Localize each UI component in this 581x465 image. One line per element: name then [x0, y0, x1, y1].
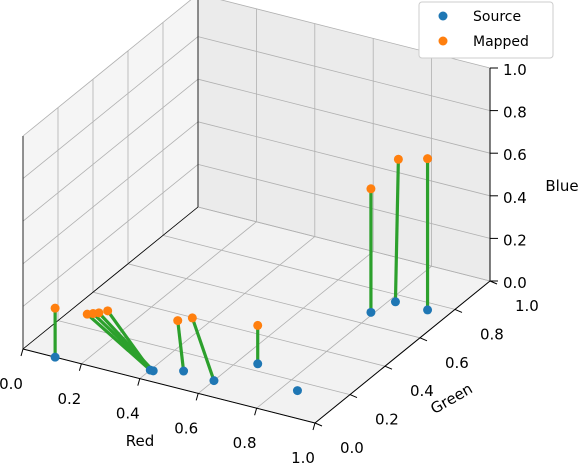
axis-lines — [22, 0, 491, 424]
z-tick-label: 0.6 — [503, 146, 527, 164]
legend-marker-mapped — [438, 36, 448, 46]
source-point — [366, 307, 376, 317]
y-tick-mark — [419, 337, 428, 342]
mapped-point — [393, 154, 403, 164]
grid-line-left-z — [22, 36, 199, 179]
grid-line-back-z — [197, 121, 491, 197]
grid-line-floor-x — [81, 221, 257, 365]
z-tick-label: 0.4 — [503, 189, 527, 207]
legend: Source Mapped — [418, 1, 554, 59]
grid-line-back-z — [197, 78, 491, 154]
mapped-point — [103, 306, 113, 316]
grid-line-floor-y — [127, 263, 421, 339]
grid-line-back-z — [197, 36, 491, 111]
grid-line-floor-x — [139, 236, 316, 379]
tick-labels: 0.0 0.2 0.4 0.6 0.8 1.0 0.0 0.2 0.4 0.6 0.8 1.0 0.0 0… — [0, 61, 539, 465]
y-axis-label: Green — [427, 380, 475, 418]
z-axis-label: Blue — [545, 177, 578, 195]
source-point — [253, 359, 263, 369]
mapping-link — [86, 312, 152, 372]
grid-line-floor-x — [256, 265, 432, 409]
mapped-point — [187, 313, 197, 323]
z-tick-label: 0.0 — [503, 274, 527, 292]
source-point — [209, 376, 219, 386]
axis-panes — [23, 0, 490, 423]
y-tick-label: 0.4 — [410, 382, 434, 400]
x-tick-label: 0.6 — [174, 419, 198, 437]
y-tick-mark — [454, 308, 463, 313]
y-tick-label: 0.6 — [445, 354, 469, 372]
z-tick-label: 1.0 — [503, 61, 527, 79]
mapping-link — [106, 309, 152, 372]
x-axis-label: Red — [126, 432, 155, 450]
mapped-point — [94, 308, 104, 318]
x-tick-mark — [20, 348, 24, 357]
mapped-point — [173, 316, 183, 326]
floor-pane — [23, 207, 490, 423]
grid-line-floor-y — [197, 206, 491, 282]
x-tick-mark — [312, 422, 316, 431]
mapping-link — [190, 317, 216, 382]
source-point — [179, 366, 189, 376]
z-tick-label: 0.8 — [503, 104, 527, 122]
grid-line-back-z — [197, 164, 491, 239]
legend-marker-source — [438, 11, 448, 21]
y-tick-mark — [314, 422, 323, 427]
left-pane — [23, 0, 198, 349]
y-tick-mark — [384, 365, 393, 370]
mapped-point — [253, 320, 263, 330]
y-tick-label: 0.2 — [375, 411, 399, 429]
legend-frame — [418, 1, 554, 59]
mapping-links — [53, 158, 430, 382]
x-tick-label: 0.0 — [0, 375, 23, 393]
source-point — [292, 386, 302, 396]
x-tick-label: 1.0 — [291, 449, 315, 465]
mapping-link — [176, 320, 186, 372]
data-points — [50, 154, 433, 396]
grid-line-left-z — [22, 121, 199, 265]
legend-label-source: Source — [473, 9, 521, 25]
back-pane — [198, 0, 490, 281]
grid-line-floor-x — [197, 251, 374, 394]
grid-line-left-z — [22, 78, 199, 222]
x-tick-mark — [78, 363, 82, 371]
source-point — [148, 366, 158, 376]
grid-line-floor-y — [92, 291, 386, 367]
y-tick-mark — [349, 394, 358, 399]
grid-line-floor-y — [162, 235, 456, 310]
floor-edge — [22, 206, 199, 350]
source-point — [390, 297, 400, 307]
x-tick-mark — [137, 378, 141, 386]
source-point — [50, 352, 60, 362]
grid-line-left-z — [22, 0, 192, 137]
x-tick-mark — [195, 393, 199, 401]
grid-line-left-z — [22, 164, 199, 307]
x-axis-line — [22, 348, 316, 424]
y-tick-label: 0.0 — [340, 439, 364, 457]
mapping-link — [393, 159, 400, 302]
legend-label-mapped: Mapped — [473, 34, 529, 50]
x-tick-label: 0.2 — [57, 390, 81, 408]
mapped-point — [423, 154, 433, 164]
x-tick-mark — [254, 408, 258, 416]
y-tick-label: 1.0 — [515, 297, 539, 315]
x-tick-label: 0.4 — [116, 405, 140, 423]
x-tick-label: 0.8 — [233, 434, 257, 452]
y-axis-line — [314, 280, 491, 424]
z-tick-label: 0.2 — [503, 231, 527, 249]
mapped-point — [50, 303, 60, 313]
y-tick-label: 0.8 — [480, 325, 504, 343]
mapped-point — [366, 184, 376, 194]
source-point — [423, 305, 433, 315]
